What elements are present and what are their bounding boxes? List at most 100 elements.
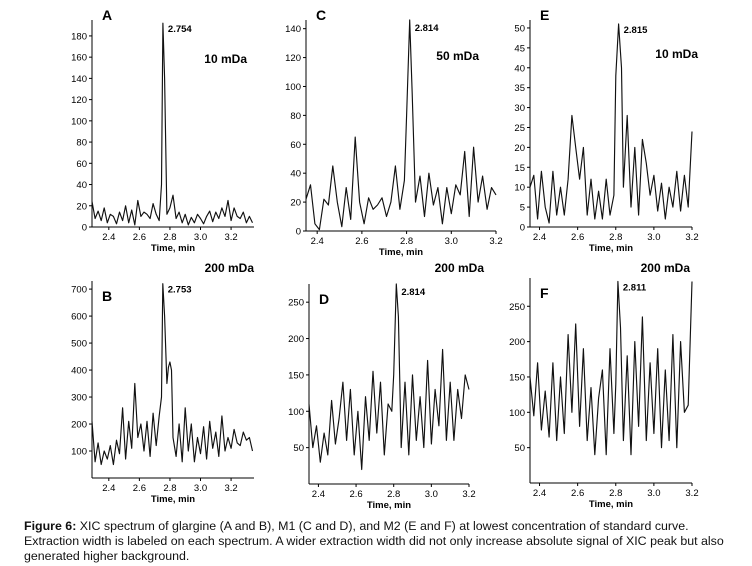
- panel-f-xtick-label: 2.8: [609, 488, 622, 499]
- panel-d-ytick-label: 200: [288, 334, 304, 345]
- panel-c-ytick-label: 40: [290, 169, 301, 180]
- panel-b-peak-label: 2.753: [168, 285, 192, 296]
- panel-c-xlabel: Time, min: [379, 247, 423, 258]
- panel-a-ytick-label: 0: [82, 223, 87, 234]
- panel-b-xtick-label: 3.2: [224, 483, 237, 494]
- panel-e-ytick-label: 50: [514, 23, 525, 34]
- panel-e-xtick-label: 2.8: [609, 232, 622, 243]
- panel-e-xic-trace: [529, 23, 693, 224]
- caption-label: Figure 6:: [24, 519, 77, 533]
- panel-a-ytick-label: 60: [76, 159, 87, 170]
- panel-b-ytick-label: 200: [71, 420, 87, 431]
- panel-f-letter: F: [540, 285, 549, 301]
- panel-a-xtick-label: 2.8: [163, 232, 176, 243]
- panel-e-xlabel: Time, min: [589, 243, 633, 254]
- panel-d-xtick-label: 3.2: [462, 489, 475, 500]
- panel-d-xtick-label: 3.0: [425, 489, 438, 500]
- panel-d-ytick-label: 250: [288, 298, 304, 309]
- panel-e-ytick-label: 45: [514, 43, 525, 54]
- panel-c-xtick-label: 2.4: [311, 236, 324, 247]
- panel-a-ytick-label: 180: [71, 31, 87, 42]
- panel-a-ytick-label: 100: [71, 116, 87, 127]
- panel-f-xtick-label: 2.4: [533, 488, 546, 499]
- panel-f-xtick-label: 2.6: [571, 488, 584, 499]
- panel-b-letter: B: [102, 288, 112, 304]
- panel-d-ytick-label: 150: [288, 370, 304, 381]
- panel-b-ytick-label: 700: [71, 285, 87, 296]
- panel-a-peak-label: 2.754: [168, 24, 192, 35]
- panel-a-xtick-label: 2.6: [133, 232, 146, 243]
- figure-caption: Figure 6: XIC spectrum of glargine (A an…: [24, 519, 746, 564]
- panel-d-xtick-label: 2.8: [387, 489, 400, 500]
- panel-c-xtick-label: 3.0: [445, 236, 458, 247]
- panel-a-xtick-label: 3.0: [194, 232, 207, 243]
- panel-a-xtick-label: 2.4: [102, 232, 115, 243]
- panel-d-letter: D: [319, 291, 329, 307]
- panel-d-extraction-width: 200 mDa: [435, 261, 485, 275]
- panel-b-xlabel: Time, min: [151, 494, 195, 505]
- panel-f-xtick-label: 3.0: [647, 488, 660, 499]
- panel-d-xic-trace: [308, 283, 470, 471]
- panel-e-ytick-label: 10: [514, 183, 525, 194]
- panel-f-xic-trace: [529, 280, 693, 456]
- panel-b-ytick-label: 500: [71, 339, 87, 350]
- panel-b-ytick-label: 300: [71, 393, 87, 404]
- panel-c-xic-trace: [305, 19, 497, 231]
- panel-e-ytick-label: 40: [514, 63, 525, 74]
- panel-c-letter: C: [316, 7, 326, 23]
- panel-f-ytick-label: 150: [509, 372, 525, 383]
- panel-f-peak-label: 2.811: [623, 283, 647, 294]
- panel-e-extraction-width: 10 mDa: [655, 47, 698, 61]
- panel-b-ytick-label: 600: [71, 312, 87, 323]
- panel-a-ytick-label: 20: [76, 201, 87, 212]
- panel-e-xtick-label: 3.0: [647, 232, 660, 243]
- panel-e-xtick-label: 2.4: [533, 232, 546, 243]
- panel-e-peak-label: 2.815: [624, 25, 648, 36]
- panel-b-xtick-label: 2.8: [163, 483, 176, 494]
- panel-a-xtick-label: 3.2: [224, 232, 237, 243]
- panel-f-xtick-label: 3.2: [685, 488, 698, 499]
- panel-e-ytick-label: 5: [520, 203, 525, 214]
- panel-e-ytick-label: 30: [514, 103, 525, 114]
- panel-a-xic-trace: [91, 22, 254, 226]
- panel-b-ytick-label: 400: [71, 366, 87, 377]
- panel-b-extraction-width: 200 mDa: [205, 261, 255, 275]
- panel-e-ytick-label: 25: [514, 123, 525, 134]
- panel-c-extraction-width: 50 mDa: [436, 49, 479, 63]
- panel-f-ytick-label: 50: [514, 443, 525, 454]
- panel-a-xlabel: Time, min: [151, 243, 195, 254]
- figure: 0 20 40 60 80 100 120 140 160 180 2.4 2.6 2.8 3.0 3.2 T…: [71, 7, 698, 511]
- panel-c-ytick-label: 100: [285, 82, 301, 93]
- panel-a-ytick-label: 120: [71, 95, 87, 106]
- panel-d-ytick-label: 100: [288, 407, 304, 418]
- panel-a-ytick-label: 80: [76, 138, 87, 149]
- panel-f-ytick-label: 200: [509, 337, 525, 348]
- panel-d-xtick-label: 2.4: [312, 489, 325, 500]
- panel-b-xtick-label: 2.4: [102, 483, 115, 494]
- panel-c-ytick-label: 140: [285, 24, 301, 35]
- panel-c-ytick-label: 0: [296, 227, 301, 238]
- panel-a-ytick-label: 40: [76, 180, 87, 191]
- panel-e-ytick-label: 20: [514, 143, 525, 154]
- panel-f-extraction-width: 200 mDa: [641, 261, 691, 275]
- panel-b-xic-trace: [91, 283, 254, 466]
- panel-f-xlabel: Time, min: [589, 499, 633, 510]
- panel-a-ytick-label: 140: [71, 74, 87, 85]
- panel-d-xtick-label: 2.6: [349, 489, 362, 500]
- panel-c-ytick-label: 120: [285, 53, 301, 64]
- panel-c-ytick-label: 60: [290, 140, 301, 151]
- panel-e-ytick-label: 35: [514, 83, 525, 94]
- panel-c-ytick-label: 80: [290, 111, 301, 122]
- caption-text: XIC spectrum of glargine (A and B), M1 (…: [24, 519, 724, 563]
- panel-e-letter: E: [540, 7, 549, 23]
- panel-c-peak-label: 2.814: [415, 23, 439, 34]
- panel-d-xlabel: Time, min: [367, 500, 411, 511]
- panel-a-ytick-label: 160: [71, 53, 87, 64]
- panel-c-xtick-label: 3.2: [489, 236, 502, 247]
- panel-c-xtick-label: 2.8: [400, 236, 413, 247]
- panel-e-ytick-label: 0: [520, 223, 525, 234]
- panel-c-xtick-label: 2.6: [355, 236, 368, 247]
- panel-f-ytick-label: 100: [509, 408, 525, 419]
- panel-f-ytick-label: 250: [509, 302, 525, 313]
